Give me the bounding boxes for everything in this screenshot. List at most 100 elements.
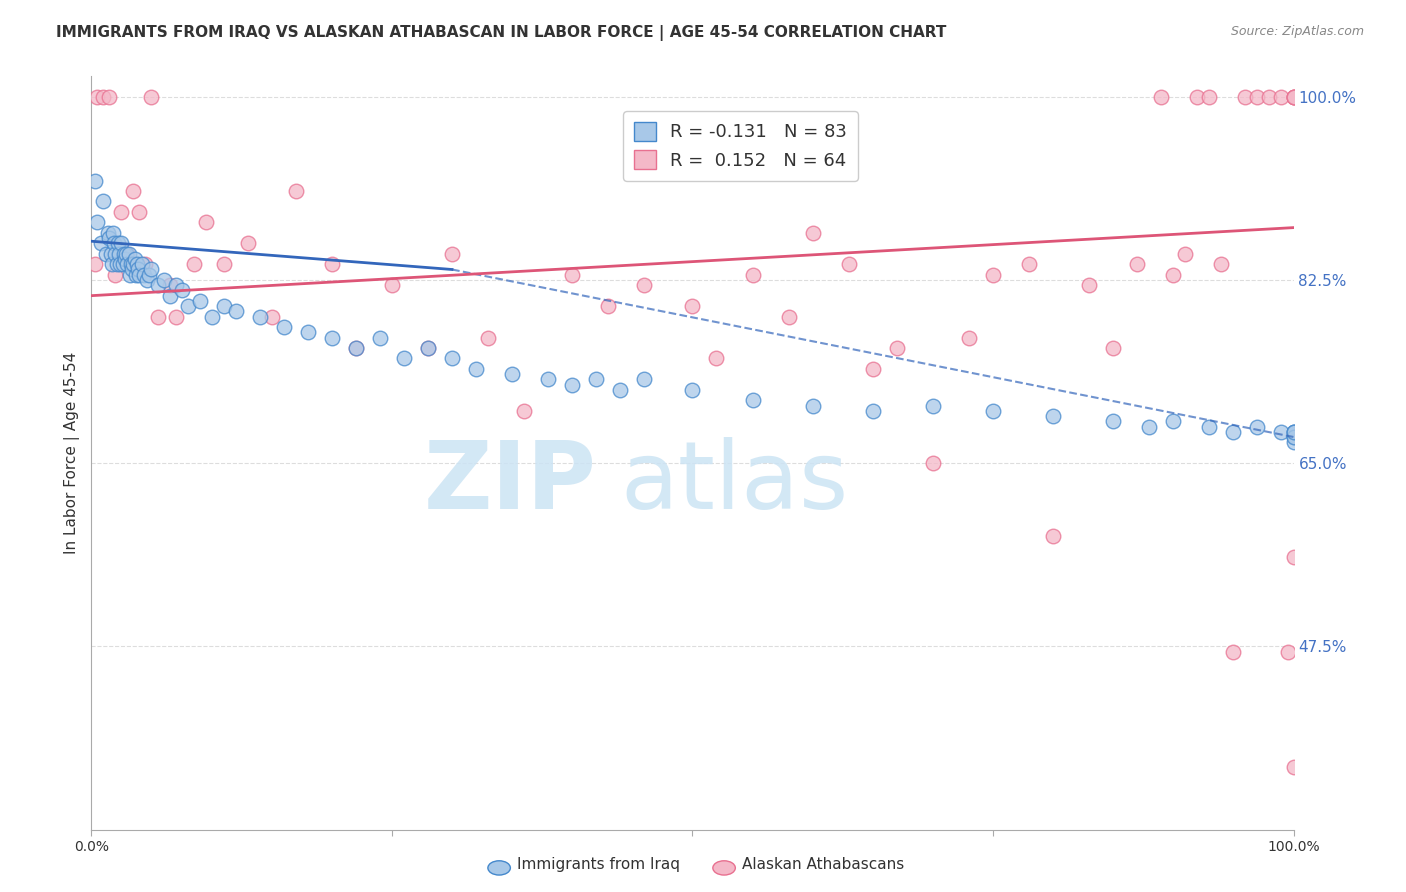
Point bbox=[134, 257, 156, 271]
Point bbox=[122, 184, 145, 198]
Point bbox=[110, 236, 132, 251]
Point bbox=[107, 236, 129, 251]
Point bbox=[125, 268, 148, 282]
Point bbox=[1282, 425, 1305, 439]
Point bbox=[273, 320, 295, 334]
Point bbox=[1282, 425, 1305, 439]
Point bbox=[138, 268, 160, 282]
Point bbox=[633, 372, 655, 386]
Point bbox=[101, 257, 124, 271]
Point bbox=[212, 299, 235, 313]
Point bbox=[1198, 419, 1220, 434]
Point bbox=[103, 236, 125, 251]
Point bbox=[1282, 89, 1305, 103]
Point bbox=[112, 247, 135, 261]
Point bbox=[141, 262, 163, 277]
Point bbox=[90, 236, 112, 251]
Point bbox=[105, 257, 128, 271]
Point bbox=[778, 310, 800, 324]
Point bbox=[117, 247, 139, 261]
Point bbox=[183, 257, 205, 271]
Point bbox=[1282, 425, 1305, 439]
Point bbox=[321, 257, 343, 271]
Point bbox=[1211, 257, 1233, 271]
Point bbox=[165, 310, 187, 324]
Point bbox=[84, 257, 107, 271]
Point bbox=[200, 310, 222, 324]
Point bbox=[125, 257, 148, 271]
Point bbox=[633, 278, 655, 293]
Point bbox=[1277, 644, 1299, 658]
Text: atlas: atlas bbox=[620, 437, 849, 529]
Point bbox=[465, 362, 488, 376]
Text: Immigrants from Iraq: Immigrants from Iraq bbox=[517, 857, 681, 872]
Point bbox=[1150, 89, 1173, 103]
Point bbox=[801, 226, 824, 240]
Point bbox=[416, 341, 439, 355]
Point bbox=[117, 257, 139, 271]
Point bbox=[886, 341, 908, 355]
Point bbox=[86, 215, 108, 229]
Point bbox=[118, 247, 141, 261]
Text: IMMIGRANTS FROM IRAQ VS ALASKAN ATHABASCAN IN LABOR FORCE | AGE 45-54 CORRELATIO: IMMIGRANTS FROM IRAQ VS ALASKAN ATHABASC… bbox=[56, 25, 946, 41]
Point bbox=[1246, 89, 1268, 103]
Point bbox=[110, 205, 132, 219]
Point bbox=[1222, 425, 1244, 439]
Point bbox=[1270, 425, 1292, 439]
Point bbox=[1282, 89, 1305, 103]
Point bbox=[321, 330, 343, 344]
Point bbox=[159, 278, 181, 293]
Point bbox=[98, 89, 121, 103]
Point bbox=[1174, 247, 1197, 261]
Point bbox=[609, 383, 631, 397]
Point bbox=[1078, 278, 1101, 293]
Point bbox=[1282, 760, 1305, 774]
Point bbox=[368, 330, 391, 344]
Point bbox=[537, 372, 560, 386]
Point bbox=[513, 404, 536, 418]
Point bbox=[104, 268, 127, 282]
Y-axis label: In Labor Force | Age 45-54: In Labor Force | Age 45-54 bbox=[65, 351, 80, 554]
Point bbox=[225, 304, 247, 318]
Point bbox=[135, 273, 157, 287]
Point bbox=[1246, 419, 1268, 434]
Point bbox=[165, 278, 187, 293]
Point bbox=[121, 262, 143, 277]
Point bbox=[922, 456, 945, 470]
Point bbox=[1042, 409, 1064, 423]
Point bbox=[392, 351, 415, 366]
Legend: R = -0.131   N = 83, R =  0.152   N = 64: R = -0.131 N = 83, R = 0.152 N = 64 bbox=[623, 112, 858, 180]
Point bbox=[922, 399, 945, 413]
Point bbox=[1282, 89, 1305, 103]
Point bbox=[101, 226, 124, 240]
Point bbox=[120, 257, 142, 271]
Point bbox=[1137, 419, 1160, 434]
Point bbox=[981, 404, 1004, 418]
Point bbox=[236, 236, 259, 251]
Point bbox=[681, 383, 703, 397]
Point bbox=[114, 252, 136, 266]
Point bbox=[108, 247, 131, 261]
Point bbox=[128, 268, 150, 282]
Point bbox=[381, 278, 404, 293]
Point bbox=[440, 351, 463, 366]
Text: Source: ZipAtlas.com: Source: ZipAtlas.com bbox=[1230, 25, 1364, 38]
Point bbox=[100, 247, 122, 261]
Point bbox=[127, 262, 149, 277]
Point bbox=[561, 268, 583, 282]
Point bbox=[1222, 644, 1244, 658]
Point bbox=[1270, 89, 1292, 103]
Point bbox=[98, 231, 121, 245]
Point bbox=[94, 247, 117, 261]
Point bbox=[957, 330, 980, 344]
Point bbox=[1198, 89, 1220, 103]
Text: Alaskan Athabascans: Alaskan Athabascans bbox=[742, 857, 904, 872]
Point bbox=[124, 252, 146, 266]
Point bbox=[131, 257, 153, 271]
Point bbox=[104, 247, 127, 261]
Point bbox=[501, 367, 523, 381]
Point bbox=[344, 341, 367, 355]
Point bbox=[1282, 430, 1305, 444]
Point bbox=[1258, 89, 1281, 103]
Point bbox=[297, 326, 319, 340]
